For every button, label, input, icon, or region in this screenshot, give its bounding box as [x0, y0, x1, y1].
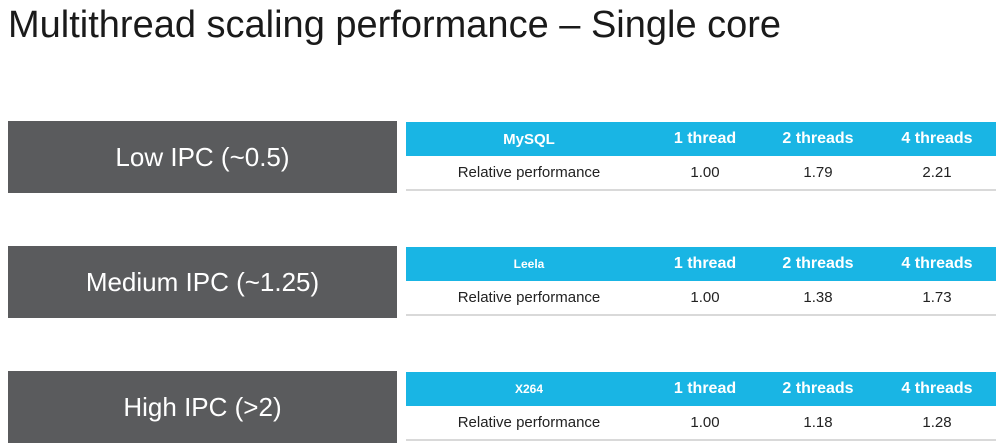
value-1-thread: 1.00: [690, 289, 720, 306]
value-4-threads: 1.73: [922, 289, 952, 306]
ipc-label-box: Medium IPC (~1.25): [8, 246, 397, 318]
column-header-2-threads: 2 threads: [782, 130, 854, 147]
table-row: Relative performance 1.00 1.38 1.73: [406, 281, 996, 315]
table-header-row: X264 1 thread 2 threads 4 threads: [406, 372, 996, 406]
value-1-thread: 1.00: [690, 414, 720, 431]
column-header-4-threads: 4 threads: [901, 380, 973, 397]
benchmark-name: Leela: [513, 257, 545, 271]
slide-title: Multithread scaling performance – Single…: [8, 4, 782, 46]
column-header-4-threads: 4 threads: [901, 255, 973, 272]
metric-label: Relative performance: [457, 414, 601, 431]
value-4-threads: 2.21: [922, 164, 952, 181]
table-header-row: Leela 1 thread 2 threads 4 threads: [406, 247, 996, 281]
performance-table: MySQL 1 thread 2 threads 4 threads Relat…: [406, 122, 996, 191]
table-row: Relative performance 1.00 1.79 2.21: [406, 156, 996, 190]
column-header-4-threads: 4 threads: [901, 130, 973, 147]
benchmark-name: MySQL: [503, 130, 555, 148]
ipc-label-box: Low IPC (~0.5): [8, 121, 397, 193]
performance-table: Leela 1 thread 2 threads 4 threads Relat…: [406, 247, 996, 316]
column-header-1-thread: 1 thread: [673, 380, 737, 397]
column-header-2-threads: 2 threads: [782, 380, 854, 397]
column-header-1-thread: 1 thread: [673, 255, 737, 272]
metric-label: Relative performance: [457, 164, 601, 181]
value-1-thread: 1.00: [690, 164, 720, 181]
ipc-row-high: High IPC (>2) X264 1 thread 2 threads 4 …: [8, 371, 996, 443]
table-row: Relative performance 1.00 1.18 1.28: [406, 406, 996, 440]
table-header-row: MySQL 1 thread 2 threads 4 threads: [406, 122, 996, 156]
column-header-1-thread: 1 thread: [673, 130, 737, 147]
column-header-2-threads: 2 threads: [782, 255, 854, 272]
ipc-row-low: Low IPC (~0.5) MySQL 1 thread 2 threads …: [8, 121, 996, 193]
ipc-label-box: High IPC (>2): [8, 371, 397, 443]
value-2-threads: 1.18: [803, 414, 833, 431]
metric-label: Relative performance: [457, 289, 601, 306]
value-2-threads: 1.79: [803, 164, 833, 181]
ipc-row-medium: Medium IPC (~1.25) Leela 1 thread 2 thre…: [8, 246, 996, 318]
benchmark-name: X264: [514, 382, 544, 396]
value-4-threads: 1.28: [922, 414, 952, 431]
value-2-threads: 1.38: [803, 289, 833, 306]
performance-table: X264 1 thread 2 threads 4 threads Relati…: [406, 372, 996, 441]
